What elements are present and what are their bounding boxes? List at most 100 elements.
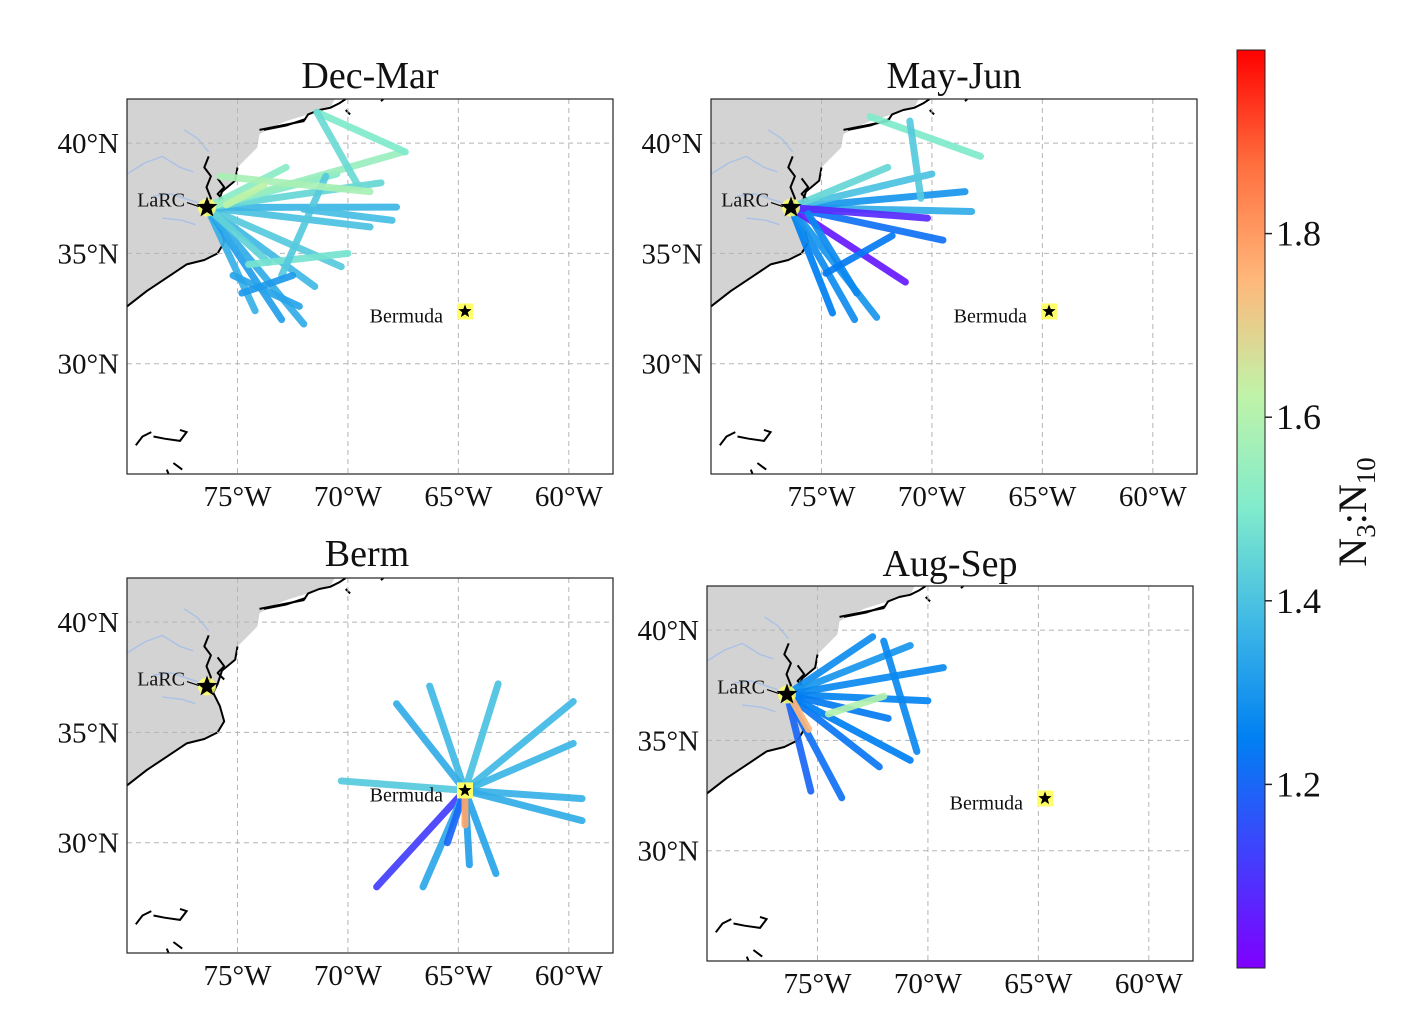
lon-tick-label: 60°W <box>535 960 604 992</box>
bahamas-coastline <box>172 941 183 950</box>
lat-tick-label: 30°N <box>57 828 119 860</box>
land-area <box>127 99 335 307</box>
flight-track <box>426 682 469 794</box>
river-line <box>153 672 198 683</box>
river-line <box>162 696 196 705</box>
larc-leader-line <box>186 680 200 687</box>
river-line <box>162 217 196 226</box>
river-line <box>764 616 790 640</box>
panel-title: May-Jun <box>886 55 1021 97</box>
florida-coastline <box>135 431 152 446</box>
map-content: LaRC Bermuda <box>711 99 1197 474</box>
map-frame <box>710 98 1198 475</box>
larc-star-icon <box>196 675 218 696</box>
larc-leader-line <box>766 688 780 695</box>
flight-track <box>337 777 469 794</box>
map-content: LaRC Bermuda <box>127 99 613 474</box>
colorbar-label: N3:N10 <box>1330 457 1381 566</box>
flight-track <box>783 664 947 699</box>
river-line <box>737 193 782 204</box>
river-line <box>742 704 776 713</box>
lat-tick-label: 35°N <box>57 238 119 270</box>
flight-track <box>461 739 577 794</box>
larc-star-icon <box>780 196 802 217</box>
map-panel-aug-sep: LaRC Bermuda 75°W 70°W 65°W 60°W 30°N 35°N 40°N A… <box>637 543 1194 1000</box>
map-panel-berm: LaRC Bermuda 75°W 70°W 65°W 60°W 30°N 35°N 40°N B… <box>57 533 614 992</box>
larc-label: LaRC <box>721 190 769 212</box>
coastline <box>127 646 239 787</box>
lon-tick-label: 75°W <box>203 481 272 513</box>
flight-track <box>203 204 272 266</box>
river-line <box>127 155 194 175</box>
lat-tick-label: 30°N <box>637 836 699 868</box>
colorbar-gradient <box>1236 49 1266 969</box>
bahamas-coastline <box>165 469 170 474</box>
flight-track <box>222 181 268 209</box>
flight-track <box>238 271 297 297</box>
map-frame <box>706 585 1194 962</box>
lon-tick-label: 75°W <box>203 960 272 992</box>
bermuda-label: Bermuda <box>370 305 443 327</box>
flight-track <box>787 163 892 212</box>
coastline <box>216 656 226 681</box>
bahamas-coastline <box>172 462 183 471</box>
flight-track <box>216 172 374 196</box>
flight-track <box>787 170 936 212</box>
larc-label: LaRC <box>137 190 185 212</box>
flight-track <box>313 108 363 191</box>
lon-tick-label: 70°W <box>314 481 383 513</box>
flight-track <box>787 188 969 212</box>
map-frame <box>126 577 614 954</box>
flight-track <box>825 692 888 718</box>
lat-tick-label: 30°N <box>57 349 119 381</box>
lat-tick-label: 40°N <box>641 128 703 160</box>
bahamas-coastline <box>749 469 754 474</box>
bahamas-coastline <box>745 956 750 961</box>
flight-track <box>278 172 330 279</box>
larc-star-icon <box>776 683 798 704</box>
lon-tick-label: 70°W <box>894 968 963 1000</box>
larc-leader-line <box>186 201 200 208</box>
land-area <box>127 578 335 786</box>
lat-tick-label: 35°N <box>641 238 703 270</box>
lon-tick-label: 65°W <box>1004 968 1073 1000</box>
river-line <box>746 217 780 226</box>
flight-track <box>866 113 985 160</box>
river-line <box>733 680 778 691</box>
colorbar-tick-label: 1.2 <box>1276 764 1321 804</box>
river-line <box>127 634 194 654</box>
coastline <box>800 177 810 202</box>
flight-track <box>906 117 925 202</box>
lat-tick-label: 40°N <box>57 128 119 160</box>
bermuda-label: Bermuda <box>370 784 443 806</box>
flight-track <box>461 786 586 825</box>
flight-track <box>783 691 914 764</box>
bahamas-coastline <box>153 907 189 921</box>
lon-tick-label: 60°W <box>535 481 604 513</box>
flight-track <box>783 691 815 795</box>
lat-tick-label: 35°N <box>637 725 699 757</box>
flight-track <box>461 786 500 878</box>
flight-track <box>461 680 502 794</box>
bermuda-star-icon <box>458 783 472 797</box>
bermuda-label: Bermuda <box>950 792 1023 814</box>
flight-track <box>783 633 877 699</box>
river-line <box>711 155 778 175</box>
flight-track <box>373 786 469 891</box>
coastline <box>263 117 307 131</box>
colorbar: 1.2 1.4 1.6 1.8 N3:N10 <box>1236 49 1381 969</box>
colorbar-tick-label: 1.4 <box>1276 581 1321 621</box>
flight-track <box>804 210 861 297</box>
coastline <box>263 596 307 610</box>
larc-label: LaRC <box>137 669 185 691</box>
bahamas-coastline <box>733 915 769 929</box>
map-panel-dec-mar: LaRC Bermuda 75°W 70°W 65°W 60°W 30°N 35°N 40°N D… <box>57 55 614 513</box>
river-line <box>768 129 794 153</box>
lat-tick-label: 40°N <box>57 607 119 639</box>
flight-track <box>822 232 896 277</box>
coastline <box>843 604 887 618</box>
river-line <box>707 642 774 662</box>
larc-leader-line <box>770 201 784 208</box>
colorbar-tick-label: 1.6 <box>1276 397 1321 437</box>
bahamas-coastline <box>752 949 763 958</box>
